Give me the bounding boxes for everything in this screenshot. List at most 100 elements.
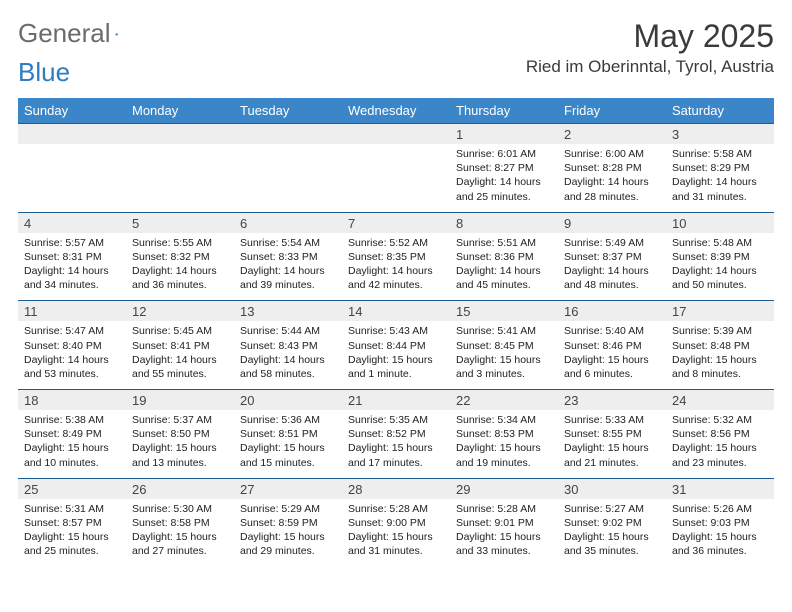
sunrise-text: Sunrise: 5:37 AM — [132, 413, 228, 427]
logo-sail-icon — [115, 24, 118, 44]
day-number-cell: 23 — [558, 390, 666, 411]
daylight-text: Daylight: 15 hours and 15 minutes. — [240, 441, 336, 469]
sunrise-text: Sunrise: 5:57 AM — [24, 236, 120, 250]
daylight-text: Daylight: 15 hours and 13 minutes. — [132, 441, 228, 469]
daylight-text: Daylight: 15 hours and 33 minutes. — [456, 530, 552, 558]
day-detail-cell: Sunrise: 5:44 AMSunset: 8:43 PMDaylight:… — [234, 321, 342, 389]
day-detail-cell: Sunrise: 5:51 AMSunset: 8:36 PMDaylight:… — [450, 233, 558, 301]
sunset-text: Sunset: 8:46 PM — [564, 339, 660, 353]
day-number-cell: 2 — [558, 124, 666, 145]
sunrise-text: Sunrise: 5:30 AM — [132, 502, 228, 516]
day-detail-row: Sunrise: 6:01 AMSunset: 8:27 PMDaylight:… — [18, 144, 774, 212]
sunrise-text: Sunrise: 5:28 AM — [456, 502, 552, 516]
sunset-text: Sunset: 8:50 PM — [132, 427, 228, 441]
sunset-text: Sunset: 8:27 PM — [456, 161, 552, 175]
sunset-text: Sunset: 8:41 PM — [132, 339, 228, 353]
daylight-text: Daylight: 14 hours and 53 minutes. — [24, 353, 120, 381]
day-detail-cell: Sunrise: 5:28 AMSunset: 9:00 PMDaylight:… — [342, 499, 450, 567]
day-number-cell: 18 — [18, 390, 126, 411]
day-number-cell: 31 — [666, 478, 774, 499]
sunset-text: Sunset: 8:32 PM — [132, 250, 228, 264]
daylight-text: Daylight: 15 hours and 27 minutes. — [132, 530, 228, 558]
sunset-text: Sunset: 9:01 PM — [456, 516, 552, 530]
weekday-header: Monday — [126, 98, 234, 124]
daylight-text: Daylight: 14 hours and 31 minutes. — [672, 175, 768, 203]
sunset-text: Sunset: 8:57 PM — [24, 516, 120, 530]
day-number-cell: 1 — [450, 124, 558, 145]
day-detail-cell: Sunrise: 5:47 AMSunset: 8:40 PMDaylight:… — [18, 321, 126, 389]
day-number-cell: 14 — [342, 301, 450, 322]
day-number-cell — [18, 124, 126, 145]
weekday-header: Sunday — [18, 98, 126, 124]
day-detail-cell: Sunrise: 5:36 AMSunset: 8:51 PMDaylight:… — [234, 410, 342, 478]
sunrise-text: Sunrise: 5:26 AM — [672, 502, 768, 516]
sunrise-text: Sunrise: 5:51 AM — [456, 236, 552, 250]
day-detail-cell: Sunrise: 5:52 AMSunset: 8:35 PMDaylight:… — [342, 233, 450, 301]
day-number-cell: 13 — [234, 301, 342, 322]
daylight-text: Daylight: 14 hours and 55 minutes. — [132, 353, 228, 381]
sunset-text: Sunset: 8:45 PM — [456, 339, 552, 353]
sunset-text: Sunset: 8:56 PM — [672, 427, 768, 441]
sunset-text: Sunset: 8:52 PM — [348, 427, 444, 441]
day-detail-cell: Sunrise: 5:40 AMSunset: 8:46 PMDaylight:… — [558, 321, 666, 389]
day-number-cell: 5 — [126, 212, 234, 233]
day-detail-row: Sunrise: 5:47 AMSunset: 8:40 PMDaylight:… — [18, 321, 774, 389]
day-detail-cell: Sunrise: 5:45 AMSunset: 8:41 PMDaylight:… — [126, 321, 234, 389]
day-detail-row: Sunrise: 5:57 AMSunset: 8:31 PMDaylight:… — [18, 233, 774, 301]
day-number-cell: 26 — [126, 478, 234, 499]
day-number-cell: 24 — [666, 390, 774, 411]
day-detail-cell: Sunrise: 5:30 AMSunset: 8:58 PMDaylight:… — [126, 499, 234, 567]
logo-word1: General — [18, 18, 111, 49]
sunrise-text: Sunrise: 5:28 AM — [348, 502, 444, 516]
day-number-cell: 21 — [342, 390, 450, 411]
sunset-text: Sunset: 9:03 PM — [672, 516, 768, 530]
day-number-cell: 16 — [558, 301, 666, 322]
sunrise-text: Sunrise: 5:55 AM — [132, 236, 228, 250]
day-number-row: 18192021222324 — [18, 390, 774, 411]
day-number-row: 25262728293031 — [18, 478, 774, 499]
daylight-text: Daylight: 15 hours and 36 minutes. — [672, 530, 768, 558]
sunset-text: Sunset: 9:00 PM — [348, 516, 444, 530]
daylight-text: Daylight: 14 hours and 28 minutes. — [564, 175, 660, 203]
sunrise-text: Sunrise: 5:31 AM — [24, 502, 120, 516]
sunrise-text: Sunrise: 5:45 AM — [132, 324, 228, 338]
daylight-text: Daylight: 15 hours and 35 minutes. — [564, 530, 660, 558]
day-detail-cell — [342, 144, 450, 212]
sunrise-text: Sunrise: 5:44 AM — [240, 324, 336, 338]
daylight-text: Daylight: 14 hours and 36 minutes. — [132, 264, 228, 292]
day-detail-cell: Sunrise: 5:57 AMSunset: 8:31 PMDaylight:… — [18, 233, 126, 301]
day-detail-cell: Sunrise: 5:48 AMSunset: 8:39 PMDaylight:… — [666, 233, 774, 301]
day-detail-cell: Sunrise: 5:49 AMSunset: 8:37 PMDaylight:… — [558, 233, 666, 301]
day-number-cell: 17 — [666, 301, 774, 322]
day-number-cell: 4 — [18, 212, 126, 233]
day-detail-cell: Sunrise: 5:37 AMSunset: 8:50 PMDaylight:… — [126, 410, 234, 478]
day-detail-cell: Sunrise: 5:54 AMSunset: 8:33 PMDaylight:… — [234, 233, 342, 301]
weekday-header: Wednesday — [342, 98, 450, 124]
daylight-text: Daylight: 14 hours and 39 minutes. — [240, 264, 336, 292]
logo-word2: Blue — [18, 57, 70, 88]
sunset-text: Sunset: 8:48 PM — [672, 339, 768, 353]
daylight-text: Daylight: 15 hours and 29 minutes. — [240, 530, 336, 558]
sunset-text: Sunset: 8:29 PM — [672, 161, 768, 175]
sunset-text: Sunset: 8:39 PM — [672, 250, 768, 264]
day-detail-cell: Sunrise: 6:01 AMSunset: 8:27 PMDaylight:… — [450, 144, 558, 212]
sunrise-text: Sunrise: 5:49 AM — [564, 236, 660, 250]
day-detail-cell: Sunrise: 6:00 AMSunset: 8:28 PMDaylight:… — [558, 144, 666, 212]
sunrise-text: Sunrise: 5:33 AM — [564, 413, 660, 427]
sunset-text: Sunset: 8:58 PM — [132, 516, 228, 530]
day-number-cell: 9 — [558, 212, 666, 233]
sunset-text: Sunset: 8:53 PM — [456, 427, 552, 441]
sunset-text: Sunset: 8:55 PM — [564, 427, 660, 441]
weekday-header: Thursday — [450, 98, 558, 124]
daylight-text: Daylight: 15 hours and 10 minutes. — [24, 441, 120, 469]
day-number-cell: 12 — [126, 301, 234, 322]
day-detail-cell: Sunrise: 5:33 AMSunset: 8:55 PMDaylight:… — [558, 410, 666, 478]
day-number-cell: 25 — [18, 478, 126, 499]
logo: General — [18, 18, 139, 49]
sunset-text: Sunset: 8:36 PM — [456, 250, 552, 264]
day-number-cell: 27 — [234, 478, 342, 499]
day-detail-row: Sunrise: 5:38 AMSunset: 8:49 PMDaylight:… — [18, 410, 774, 478]
sunrise-text: Sunrise: 5:48 AM — [672, 236, 768, 250]
sunset-text: Sunset: 8:35 PM — [348, 250, 444, 264]
daylight-text: Daylight: 14 hours and 42 minutes. — [348, 264, 444, 292]
